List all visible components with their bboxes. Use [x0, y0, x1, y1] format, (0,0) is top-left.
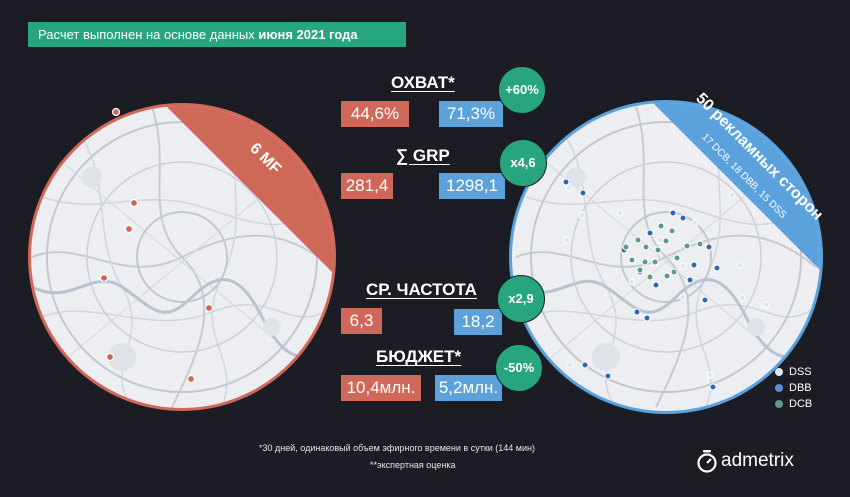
legend-item-dcb: DCB: [775, 397, 812, 411]
map-marker-dss: [728, 191, 736, 199]
map-marker-dcb: [636, 266, 644, 274]
legend-item-dss: DSS: [775, 365, 812, 379]
map-marker-dcb: [654, 246, 662, 254]
left-map-ribbon: [120, 106, 333, 290]
header-text: Расчет выполнен на основе данных: [38, 27, 259, 42]
map-marker-dbb: [669, 209, 677, 217]
map-marker-dcb: [641, 258, 649, 266]
reach-value-mf: 44,6%: [341, 101, 409, 127]
legend-label-dss: DSS: [789, 366, 812, 378]
right-map-markers: [562, 178, 770, 391]
reach-value-sides: 71,3%: [439, 101, 503, 127]
stopwatch-icon: [697, 450, 717, 473]
map-marker: [105, 352, 115, 362]
reach-delta-badge: +60%: [498, 66, 546, 114]
map-marker-dss: [679, 293, 687, 301]
map-marker: [99, 273, 109, 283]
map-marker-dbb: [652, 281, 660, 289]
map-marker-dss: [616, 209, 624, 217]
map-marker-dss: [656, 236, 664, 244]
legend-label-dbb: DBB: [789, 382, 812, 394]
map-marker-dbb: [713, 264, 721, 272]
grp-delta-badge: х4,6: [499, 139, 547, 187]
map-marker-dbb: [690, 261, 698, 269]
map-marker-dss: [578, 211, 586, 219]
map-marker-dcb: [662, 237, 670, 245]
grp-value-sides: 1298,1: [439, 173, 505, 199]
map-marker-dcb: [651, 258, 659, 266]
map-marker-dcb: [642, 243, 650, 251]
map-marker-dss: [566, 361, 574, 369]
legend-dot-dss: [775, 368, 783, 376]
legend-dot-dbb: [775, 384, 783, 392]
map-marker-dcb: [668, 227, 676, 235]
frequency-delta-badge: х2,9: [497, 275, 545, 323]
map-marker-dbb: [643, 314, 651, 322]
map-marker-dbb: [701, 296, 709, 304]
map-marker-dbb: [562, 178, 570, 186]
map-marker-dcb: [670, 268, 678, 276]
footnote-2: **экспертная оценка: [370, 460, 456, 470]
map-marker-dbb: [705, 243, 713, 251]
legend: DSS DBB DCB: [775, 365, 812, 413]
map-marker-dbb: [633, 308, 641, 316]
budget-value-mf: 10,4млн.: [341, 375, 421, 401]
map-marker-dss: [565, 184, 573, 192]
map-marker: [124, 224, 134, 234]
left-map-markers: [99, 107, 214, 384]
map-marker: [204, 303, 214, 313]
map-marker-dbb: [709, 383, 717, 391]
map-marker-dcb: [646, 273, 654, 281]
frequency-value-sides: 18,2: [454, 309, 502, 335]
map-marker-dbb: [679, 214, 687, 222]
map-marker: [186, 374, 196, 384]
budget-value-sides: 5,2млн.: [435, 375, 502, 401]
map-marker-dss: [628, 278, 636, 286]
map-marker-dbb: [604, 372, 612, 380]
right-map-ribbon: [590, 103, 820, 320]
legend-dot-dcb: [775, 400, 783, 408]
admetrix-logo: admetrix: [696, 449, 822, 475]
map-marker-dbb: [579, 189, 587, 197]
map-marker-dcb: [634, 236, 642, 244]
map-marker-dcb: [696, 240, 704, 248]
map-marker-dss: [738, 294, 746, 302]
map-marker-dbb: [686, 276, 694, 284]
map-marker-dss: [691, 219, 699, 227]
metric-title-frequency: СР. ЧАСТОТА: [366, 280, 477, 299]
brand-name: admetrix: [721, 450, 794, 471]
grp-value-mf: 281,4: [341, 173, 393, 199]
map-marker-dcb: [657, 222, 665, 230]
metric-title-reach: ОХВАТ*: [391, 73, 455, 92]
map-marker-dss: [736, 261, 744, 269]
map-marker-dcb: [663, 272, 671, 280]
header-badge: Расчет выполнен на основе данных июня 20…: [28, 22, 406, 47]
header-date: июня 2021 года: [258, 27, 358, 42]
map-marker-dss: [706, 371, 714, 379]
map-marker-dbb: [581, 361, 589, 369]
legend-item-dbb: DBB: [775, 381, 812, 395]
right-map: 50 рекламных сторон 17 DCB, 18 DBB, 15 D…: [509, 90, 826, 414]
map-marker-dcb: [683, 242, 691, 250]
footnote-1: *30 дней, одинаковый объем эфирного врем…: [259, 443, 535, 453]
left-map: 6 MF: [28, 103, 336, 411]
budget-delta-badge: -50%: [495, 344, 543, 392]
frequency-value-mf: 6,3: [341, 308, 382, 334]
map-marker-dss: [762, 301, 770, 309]
legend-label-dcb: DCB: [789, 398, 813, 410]
map-marker-dcb: [622, 243, 630, 251]
map-marker: [129, 198, 139, 208]
metric-title-grp: ∑ GRP: [396, 146, 450, 165]
map-marker: [111, 107, 121, 117]
map-marker-dcb: [673, 254, 681, 262]
metric-title-budget: БЮДЖЕТ*: [376, 347, 462, 366]
map-marker-dss: [563, 236, 571, 244]
map-marker-dcb: [628, 256, 636, 264]
map-marker-dbb: [646, 229, 654, 237]
map-marker-dss: [679, 262, 687, 270]
